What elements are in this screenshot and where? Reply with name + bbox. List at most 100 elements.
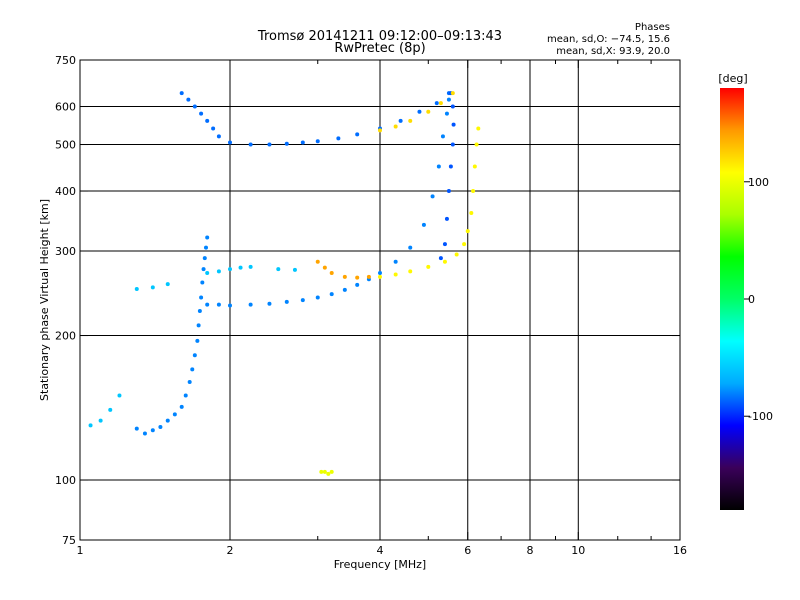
echo-point <box>192 353 197 358</box>
echo-point <box>205 235 210 240</box>
x-axis-ticks: 1 2 4 6 8 10 16 <box>77 60 687 557</box>
echo-point <box>448 164 453 169</box>
echo-point <box>417 109 422 114</box>
echo-point <box>322 265 327 270</box>
echo-point <box>300 140 305 145</box>
echo-point <box>98 418 103 423</box>
echo-point <box>336 136 341 141</box>
echo-point <box>88 423 93 428</box>
x-tick-label: 8 <box>527 544 534 557</box>
echo-point <box>436 164 441 169</box>
echo-point <box>393 259 398 264</box>
x-tick-label: 2 <box>227 544 234 557</box>
echo-point <box>434 101 439 106</box>
echo-point <box>393 272 398 277</box>
echo-point <box>187 380 192 385</box>
echo-point <box>190 367 195 372</box>
echo-point <box>329 469 334 474</box>
echo-point <box>300 298 305 303</box>
colorbar-ticks: 100 0 -100 <box>744 176 773 423</box>
echo-point <box>216 269 221 274</box>
echo-point <box>450 91 455 96</box>
echo-point <box>462 242 467 247</box>
chart-subtitle: RwPretec (8p) <box>334 41 425 56</box>
echo-point <box>446 97 451 102</box>
echo-point <box>444 216 449 221</box>
echo-point <box>444 111 449 116</box>
y-tick-label: 100 <box>55 474 76 487</box>
x-axis-label: Frequency [MHz] <box>334 558 426 571</box>
echo-point <box>355 132 360 137</box>
echo-point <box>442 259 447 264</box>
echo-point <box>438 101 443 106</box>
y-tick-label: 75 <box>62 534 76 547</box>
echo-point <box>203 245 208 250</box>
echo-point <box>238 265 243 270</box>
echo-point <box>355 275 360 280</box>
y-axis-ticks: 75 100 200 300 400 500 600 750 <box>55 54 680 547</box>
echo-point <box>450 104 455 109</box>
colorbar-label: [deg] <box>718 72 747 85</box>
y-tick-label: 400 <box>55 185 76 198</box>
echo-point <box>329 292 334 297</box>
echo-point <box>471 189 476 194</box>
echo-point <box>329 270 334 275</box>
chart-title: Tromsø 20141211 09:12:00–09:13:43 <box>257 29 502 44</box>
x-tick-label: 16 <box>673 544 687 557</box>
echo-point <box>315 295 320 300</box>
x-tick-label: 6 <box>464 544 471 557</box>
echo-point <box>446 189 451 194</box>
echo-point <box>284 299 289 304</box>
echo-point <box>342 274 347 279</box>
echo-point <box>267 142 272 147</box>
echo-point <box>355 282 360 287</box>
echo-point <box>211 126 216 131</box>
echo-point <box>172 412 177 417</box>
echo-point <box>179 404 184 409</box>
echo-point <box>378 274 382 279</box>
echo-point <box>322 469 327 474</box>
echo-point <box>315 139 320 144</box>
echo-point <box>196 323 201 328</box>
echo-point <box>205 270 210 275</box>
echo-point <box>408 245 413 250</box>
echo-point <box>442 242 447 247</box>
y-axis-label: Stationary phase Virtual Height [km] <box>38 199 51 401</box>
echo-point <box>474 142 479 147</box>
x-tick-label: 10 <box>571 544 585 557</box>
echo-point <box>150 428 155 433</box>
echo-point <box>451 122 456 127</box>
colorbar-tick-label: 0 <box>748 293 755 306</box>
echo-point <box>284 141 289 146</box>
echo-point <box>319 469 324 474</box>
echo-point <box>430 194 435 199</box>
echo-point <box>199 111 204 116</box>
echo-point <box>393 124 398 129</box>
echo-point <box>421 222 426 227</box>
echo-point <box>342 287 347 292</box>
data-points <box>88 91 481 476</box>
echo-point <box>192 104 197 109</box>
echo-point <box>205 302 210 307</box>
y-tick-label: 600 <box>55 101 76 114</box>
echo-point <box>201 267 206 272</box>
echo-point <box>216 134 221 139</box>
echo-point <box>134 426 139 431</box>
echo-point <box>183 393 188 398</box>
echo-point <box>216 302 221 307</box>
echo-point <box>195 338 200 343</box>
echo-point <box>476 126 481 131</box>
y-tick-label: 500 <box>55 139 76 152</box>
echo-point <box>472 164 477 169</box>
echo-point <box>205 118 210 123</box>
echo-point <box>438 256 443 261</box>
echo-point <box>326 471 331 476</box>
colorbar <box>720 88 744 510</box>
echo-point <box>199 295 204 300</box>
echo-point <box>228 140 232 145</box>
echo-point <box>108 407 113 412</box>
echo-point <box>228 303 232 308</box>
echo-point <box>440 134 445 139</box>
echo-point <box>186 97 191 102</box>
echo-point <box>165 282 170 287</box>
